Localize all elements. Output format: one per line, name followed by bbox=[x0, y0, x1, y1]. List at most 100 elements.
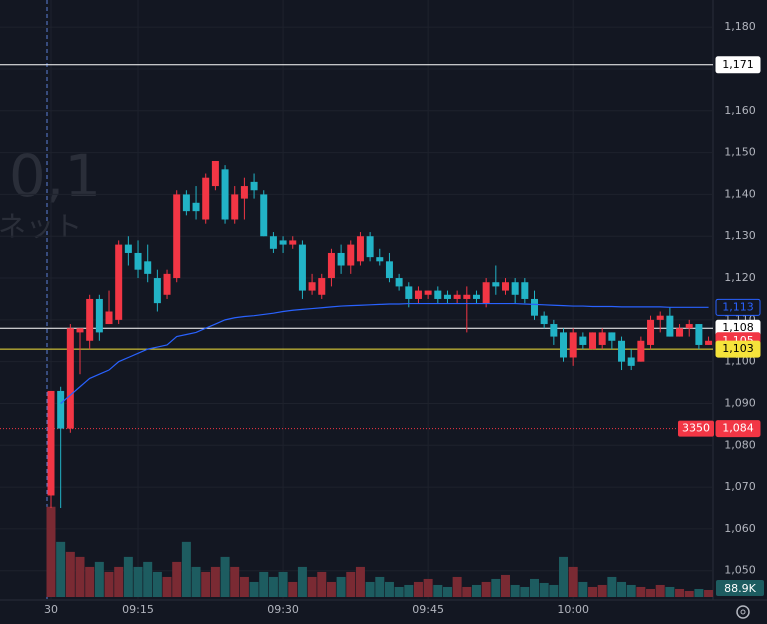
volume-bar bbox=[75, 556, 85, 597]
volume-bar bbox=[56, 541, 66, 597]
volume-bar bbox=[607, 576, 617, 597]
vwap-line bbox=[60, 302, 709, 404]
volume-bar bbox=[433, 584, 443, 597]
y-tick-label: 1,090 bbox=[724, 396, 756, 409]
candle-body bbox=[250, 181, 258, 191]
price-label: 1,084 bbox=[722, 422, 754, 435]
candle-body bbox=[569, 332, 577, 358]
volume-bar bbox=[375, 576, 385, 597]
watermark: ネット bbox=[0, 210, 82, 243]
candle-body bbox=[492, 282, 500, 287]
volume-bar bbox=[143, 561, 153, 597]
volume-bar bbox=[626, 584, 636, 597]
price-label-box bbox=[715, 420, 761, 438]
volume-label: 88.9K bbox=[724, 582, 756, 595]
volume-bar bbox=[384, 581, 394, 597]
settings-icon-ring[interactable] bbox=[736, 605, 750, 619]
volume-bar bbox=[152, 571, 162, 597]
x-tick-label: 09:45 bbox=[412, 603, 444, 616]
candle-body bbox=[472, 294, 480, 299]
volume-bar bbox=[452, 576, 462, 597]
price-label: 1,171 bbox=[722, 58, 754, 71]
volume-bar bbox=[675, 588, 685, 597]
candle-body bbox=[685, 324, 693, 329]
x-tick-label: 10:00 bbox=[557, 603, 589, 616]
volume-bar bbox=[684, 590, 694, 597]
candle-body bbox=[115, 244, 123, 320]
settings-icon-center[interactable] bbox=[740, 609, 746, 615]
candle-body bbox=[366, 236, 374, 258]
volume-bar bbox=[259, 571, 269, 597]
y-tick-label: 1,140 bbox=[724, 187, 756, 200]
candle-body bbox=[521, 282, 529, 299]
volume-bar bbox=[249, 581, 259, 597]
candle-body bbox=[269, 236, 277, 249]
volume-bar bbox=[462, 586, 472, 597]
volume-bar bbox=[491, 578, 501, 597]
candle-body bbox=[202, 177, 210, 220]
candle-body bbox=[192, 202, 200, 212]
volume-bar bbox=[520, 586, 530, 597]
volume-bar bbox=[597, 584, 607, 597]
candle-body bbox=[163, 273, 171, 295]
candle-body bbox=[308, 282, 316, 291]
volume-bar bbox=[278, 571, 288, 597]
y-tick-label: 1,120 bbox=[724, 271, 756, 284]
volume-bar bbox=[326, 581, 336, 597]
candle-body bbox=[211, 160, 219, 187]
candle-body bbox=[173, 194, 181, 279]
candle-body bbox=[511, 282, 519, 295]
volume-bar bbox=[500, 574, 510, 597]
candle-body bbox=[279, 240, 287, 245]
candle-body bbox=[666, 315, 674, 337]
candle-body bbox=[705, 340, 713, 345]
candle-body bbox=[153, 278, 161, 304]
candle-body bbox=[66, 328, 74, 429]
volume-bar bbox=[394, 586, 404, 597]
y-tick-label: 1,130 bbox=[724, 229, 756, 242]
y-tick-label: 1,100 bbox=[724, 355, 756, 368]
candle-body bbox=[298, 244, 306, 291]
volume-bar bbox=[191, 566, 201, 597]
volume-bar bbox=[578, 581, 588, 597]
y-tick-label: 1,160 bbox=[724, 104, 756, 117]
y-tick-label: 1,060 bbox=[724, 522, 756, 535]
candle-body bbox=[260, 194, 268, 237]
candle-body bbox=[695, 324, 703, 345]
volume-bar bbox=[336, 576, 346, 597]
y-tick-label: 1,070 bbox=[724, 480, 756, 493]
volume-bar bbox=[510, 584, 520, 597]
volume-bar bbox=[307, 576, 317, 597]
price-label-box bbox=[715, 340, 761, 358]
volume-bar bbox=[530, 578, 539, 597]
x-tick-label: 09:30 bbox=[267, 603, 299, 616]
volume-bar bbox=[423, 578, 433, 597]
volume-bar bbox=[114, 566, 124, 597]
volume-bar bbox=[539, 582, 549, 597]
volume-bar bbox=[413, 581, 423, 597]
candle-body bbox=[434, 290, 442, 299]
candle-body bbox=[550, 324, 558, 337]
candle-body bbox=[47, 390, 55, 496]
candle-body bbox=[395, 278, 403, 287]
volume-bar bbox=[181, 541, 191, 597]
volume-bar bbox=[94, 561, 104, 597]
y-tick-label: 1,150 bbox=[724, 146, 756, 159]
volume-bar bbox=[288, 581, 298, 597]
price-label-box bbox=[715, 56, 761, 74]
volume-bar bbox=[210, 566, 220, 597]
volume-bar bbox=[201, 571, 211, 597]
volume-bar bbox=[297, 566, 307, 597]
price-label-box bbox=[715, 298, 761, 316]
volume-bar bbox=[220, 556, 230, 597]
candle-body bbox=[289, 240, 297, 245]
candle-body bbox=[124, 244, 132, 253]
x-tick-label: 30 bbox=[44, 603, 58, 616]
candle-body bbox=[57, 390, 65, 429]
volume-bar bbox=[239, 576, 249, 597]
settings-icon[interactable] bbox=[736, 605, 750, 619]
volume-bar bbox=[694, 588, 704, 597]
